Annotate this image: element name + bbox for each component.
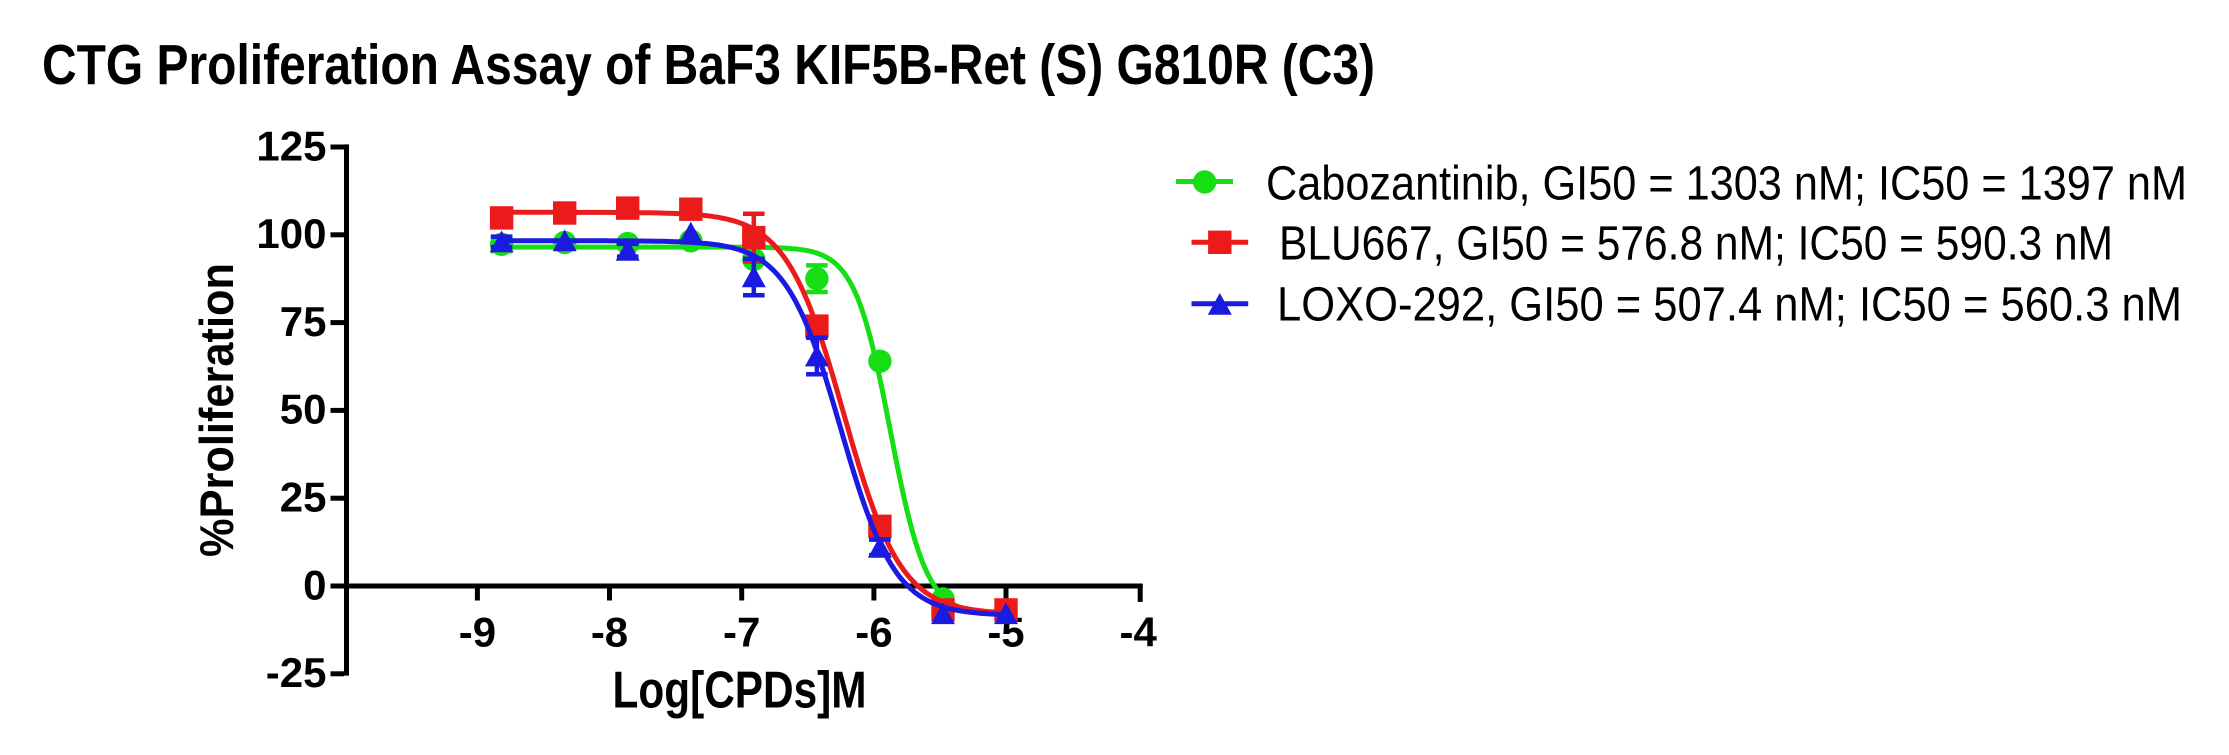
- svg-text:25: 25: [280, 474, 327, 521]
- svg-text:0: 0: [303, 561, 326, 608]
- svg-text:100: 100: [256, 210, 326, 257]
- svg-text:LOXO-292, GI50 = 507.4 nM; IC5: LOXO-292, GI50 = 507.4 nM; IC50 = 560.3 …: [1277, 279, 2182, 332]
- svg-text:125: 125: [256, 122, 326, 169]
- svg-text:Log[CPDs]M: Log[CPDs]M: [613, 661, 867, 719]
- svg-text:BLU667, GI50 = 576.8 nM; IC50: BLU667, GI50 = 576.8 nM; IC50 = 590.3 nM: [1279, 217, 2113, 270]
- svg-text:CTG Proliferation Assay of BaF: CTG Proliferation Assay of BaF3 KIF5B-Re…: [42, 33, 1375, 97]
- svg-text:75: 75: [280, 298, 327, 345]
- svg-text:-25: -25: [266, 649, 327, 696]
- svg-text:%Proliferation: %Proliferation: [190, 263, 243, 557]
- svg-text:-7: -7: [723, 609, 760, 656]
- svg-text:-4: -4: [1120, 609, 1158, 656]
- svg-text:-8: -8: [591, 609, 628, 656]
- svg-text:-9: -9: [459, 609, 496, 656]
- svg-text:-6: -6: [855, 609, 892, 656]
- svg-text:Cabozantinib, GI50 = 1303 nM;: Cabozantinib, GI50 = 1303 nM; IC50 = 139…: [1266, 158, 2187, 211]
- svg-text:50: 50: [280, 386, 327, 433]
